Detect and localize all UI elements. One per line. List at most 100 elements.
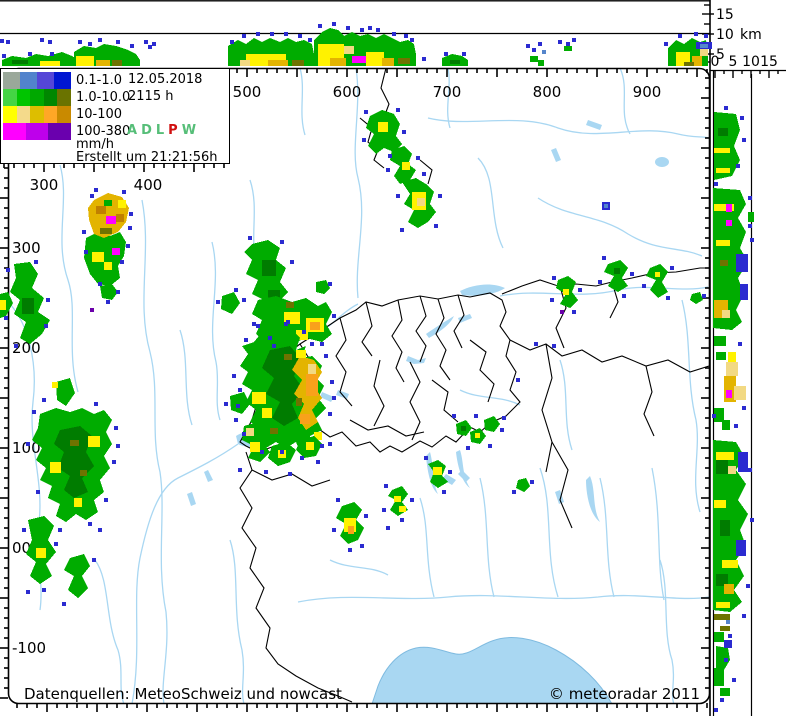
right-echo-patch — [726, 220, 732, 226]
map-echo-speck — [434, 224, 438, 228]
km-unit-label: km — [740, 27, 762, 43]
coordinate-label-top: 500 — [233, 83, 262, 101]
map-echo-speck — [42, 588, 46, 592]
map-echo-speck — [666, 296, 670, 300]
right-echo-patch — [716, 574, 728, 586]
map-echo-speck — [116, 444, 120, 448]
map-echo-speck — [244, 338, 248, 342]
map-echo-patch — [92, 252, 104, 262]
right-echo-speck — [734, 424, 738, 428]
map-echo-patch — [399, 506, 406, 512]
map-echo-speck — [336, 498, 340, 502]
map-echo-speck — [98, 528, 102, 532]
map-echo-speck — [452, 414, 456, 418]
legend-color-row — [3, 106, 71, 123]
map-echo-speck — [36, 490, 40, 494]
lake-garda — [586, 476, 600, 522]
map-echo-speck — [216, 300, 220, 304]
map-echo-speck — [238, 468, 242, 472]
map-echo-speck — [6, 268, 10, 272]
map-echo-blob — [84, 232, 126, 286]
map-echo-patch — [96, 206, 106, 214]
right-echo-speck — [720, 698, 724, 702]
map-echo-speck — [90, 194, 94, 198]
map-echo-blob — [100, 284, 118, 300]
top-echo-speck — [318, 24, 322, 28]
map-echo-speck — [466, 446, 470, 450]
map-echo-speck — [104, 498, 108, 502]
map-echo-speck — [238, 388, 242, 392]
coordinate-label-top: 900 — [633, 83, 662, 101]
right-echo-patch — [716, 352, 726, 360]
top-echo-speck — [116, 40, 120, 44]
map-echo-patch — [116, 214, 124, 222]
map-echo-speck — [44, 324, 48, 328]
right-echo-patch — [728, 466, 736, 474]
map-echo-speck — [112, 460, 116, 464]
right-echo-patch — [736, 540, 746, 556]
top-echo-patch — [684, 62, 694, 66]
lake-como — [456, 450, 470, 488]
right-echo-speck — [732, 678, 736, 682]
map-echo-speck — [502, 416, 506, 420]
map-echo-speck — [560, 310, 564, 314]
right-echo-speck — [750, 238, 754, 242]
map-echo-speck — [92, 558, 96, 562]
coordinate-label-top: 800 — [533, 83, 562, 101]
map-echo-speck — [122, 190, 126, 194]
map-echo-speck — [488, 444, 492, 448]
top-echo-speck — [0, 39, 4, 43]
km-axis-label: 15 — [716, 7, 734, 23]
map-echo-speck — [284, 322, 288, 326]
map-echo-patch — [604, 204, 608, 208]
map-echo-speck — [670, 266, 674, 270]
map-echo-speck — [272, 344, 276, 348]
map-echo-speck — [4, 316, 8, 320]
top-echo-patch — [382, 58, 394, 66]
map-echo-speck — [360, 544, 364, 548]
map-echo-speck — [422, 172, 426, 176]
top-echo-speck — [40, 38, 44, 42]
map-echo-speck — [364, 514, 368, 518]
map-echo-speck — [260, 450, 264, 454]
legend-color-row — [3, 123, 71, 140]
right-echo-patch — [714, 148, 730, 153]
map-echo-patch — [284, 354, 292, 360]
top-echo-patch — [330, 58, 346, 66]
map-echo-patch — [252, 392, 266, 404]
coordinate-label-top: 700 — [433, 83, 462, 101]
map-echo-speck — [512, 490, 516, 494]
lake-constance — [460, 284, 505, 296]
map-echo-patch — [296, 330, 308, 340]
map-echo-blob — [221, 292, 240, 314]
right-echo-patch — [720, 626, 730, 631]
map-echo-speck — [500, 428, 504, 432]
top-echo-patch — [112, 60, 122, 66]
top-echo-speck — [148, 45, 152, 49]
map-echo-speck — [396, 108, 400, 112]
top-echo-speck — [462, 52, 466, 56]
map-echo-speck — [550, 298, 554, 302]
map-echo-patch — [348, 526, 354, 534]
sea-ligurian — [371, 637, 612, 703]
top-echo-patch — [344, 46, 354, 54]
map-echo-speck — [84, 250, 88, 254]
map-echo-speck — [288, 472, 292, 476]
right-echo-speck — [726, 620, 730, 624]
map-echo-speck — [14, 344, 18, 348]
right-echo-patch — [728, 352, 736, 362]
map-echo-speck — [290, 260, 294, 264]
map-echo-speck — [116, 290, 120, 294]
top-echo-patch — [564, 46, 572, 51]
top-echo-speck — [28, 52, 32, 56]
coordinate-label-top: 300 — [30, 176, 59, 194]
right-echo-speck — [748, 468, 752, 472]
map-echo-speck — [330, 380, 334, 384]
map-echo-speck — [26, 590, 30, 594]
right-echo-patch — [726, 204, 732, 212]
map-echo-patch — [394, 496, 401, 502]
right-echo-patch — [716, 602, 730, 608]
map-background — [8, 68, 710, 704]
